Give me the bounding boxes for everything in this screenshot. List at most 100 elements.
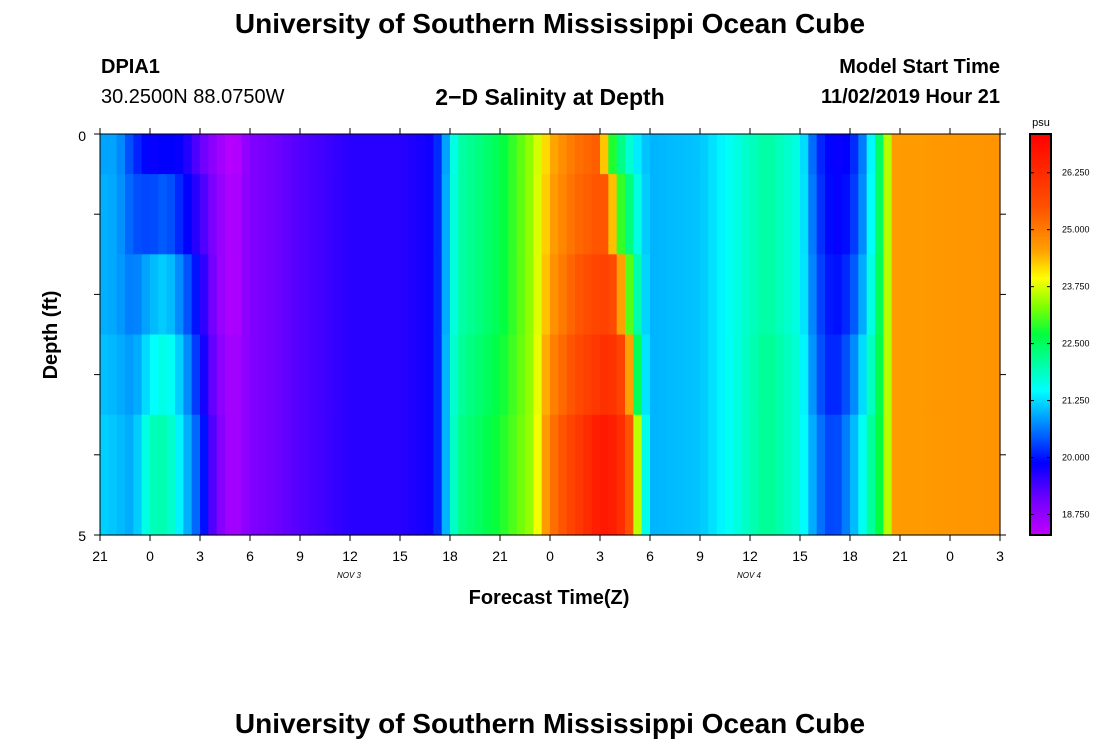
- heatmap-cell: [391, 254, 401, 336]
- heatmap-cell: [100, 254, 109, 336]
- heatmap-cell: [933, 254, 943, 336]
- heatmap-cell: [666, 254, 676, 336]
- heatmap-cell: [141, 414, 151, 536]
- heatmap-cell: [766, 174, 776, 255]
- heatmap-cell: [833, 174, 843, 255]
- heatmap-cell: [200, 174, 209, 255]
- heatmap-cell: [608, 334, 618, 416]
- heatmap-cell: [483, 134, 493, 175]
- heatmap-cell: [225, 334, 234, 416]
- heatmap-cell: [783, 174, 793, 255]
- heatmap-cell: [875, 334, 884, 416]
- heatmap-cell: [691, 174, 701, 255]
- heatmap-cell: [941, 414, 951, 536]
- x-tick-label: 0: [946, 548, 954, 564]
- heatmap-cell: [416, 134, 426, 175]
- heatmap-cell: [425, 254, 434, 336]
- heatmap-cell: [416, 414, 426, 536]
- heatmap-cell: [508, 134, 518, 175]
- heatmap-cell: [166, 134, 176, 175]
- heatmap-cell: [983, 414, 993, 536]
- colorbar-tick-label: 18.750: [1062, 509, 1090, 519]
- heatmap-cell: [716, 414, 726, 536]
- heatmap-cell: [158, 134, 168, 175]
- heatmap-cell: [800, 334, 809, 416]
- heatmap-cell: [150, 254, 159, 336]
- heatmap-cell: [216, 414, 226, 536]
- heatmap-cell: [783, 254, 793, 336]
- heatmap-cell: [516, 254, 526, 336]
- heatmap-cell: [191, 414, 201, 536]
- x-tick-labels: 21 0 3 6 9 12 15 18 21 0 3 6 9 12 15 18 21 0 3: [92, 548, 1004, 564]
- heatmap-cell: [375, 334, 384, 416]
- heatmap-cell: [241, 254, 251, 336]
- heatmap-cell: [983, 134, 993, 175]
- heatmap-cell: [925, 174, 934, 255]
- heatmap-cell: [150, 334, 159, 416]
- heatmap-cell: [425, 334, 434, 416]
- heatmap-cell: [250, 334, 259, 416]
- heatmap-cell: [641, 134, 651, 175]
- heatmap-cell: [725, 254, 734, 336]
- heatmap-cell: [966, 334, 976, 416]
- heatmap-cell: [875, 134, 884, 175]
- y-tick-label: 0: [78, 128, 86, 144]
- heatmap-cell: [425, 414, 434, 536]
- heatmap-cell: [750, 414, 759, 536]
- heatmap-cell: [333, 334, 343, 416]
- heatmap-cell: [558, 134, 568, 175]
- heatmap-cell: [300, 414, 309, 536]
- colorbar-ticks: 26.250 25.000 23.750 22.500 21.250 20.000 18.7…: [1030, 168, 1090, 519]
- heatmap-cell: [791, 134, 801, 175]
- heatmap-cell: [633, 134, 643, 175]
- heatmap-cell: [550, 174, 559, 255]
- heatmap-cell: [608, 174, 618, 255]
- heatmap-cell: [791, 334, 801, 416]
- heatmap-cell: [225, 254, 234, 336]
- heatmap-cell: [758, 254, 768, 336]
- heatmap-cell: [941, 174, 951, 255]
- heatmap-cell: [358, 254, 368, 336]
- x-tick-label: 0: [546, 548, 554, 564]
- heatmap-cell: [533, 414, 543, 536]
- heatmap-cell: [958, 334, 968, 416]
- heatmap-cell: [975, 174, 984, 255]
- heatmap-cell: [183, 134, 193, 175]
- y-tick-label: 5: [78, 528, 86, 544]
- heatmap-cell: [800, 134, 809, 175]
- heatmap-cell: [191, 174, 201, 255]
- heatmap-cell: [475, 174, 484, 255]
- heatmap-cell: [883, 254, 893, 336]
- heatmap-cell: [316, 414, 326, 536]
- heatmap-cell: [383, 334, 393, 416]
- heatmap-cell: [675, 134, 684, 175]
- heatmap-cell: [858, 334, 868, 416]
- heatmap-cell: [866, 174, 876, 255]
- heatmap-cell: [441, 334, 451, 416]
- heatmap-cell: [575, 254, 584, 336]
- heatmap-cell: [183, 414, 193, 536]
- heatmap-cell: [525, 174, 534, 255]
- heatmap-cell: [900, 414, 909, 536]
- heatmap-cell: [125, 414, 134, 536]
- heatmap-cell: [716, 174, 726, 255]
- heatmap-cell: [958, 254, 968, 336]
- heatmap-cell: [266, 254, 276, 336]
- x-tick-label: 15: [792, 548, 808, 564]
- heatmap-cell: [116, 134, 126, 175]
- heatmap-cell: [691, 414, 701, 536]
- heatmap-cell: [500, 254, 509, 336]
- x-tick-label: 6: [246, 548, 254, 564]
- heatmap-cell: [666, 174, 676, 255]
- heatmap-cell: [975, 414, 984, 536]
- heatmap-cell: [950, 414, 959, 536]
- heatmap-cell: [316, 254, 326, 336]
- heatmap-cell: [283, 414, 293, 536]
- heatmap-cell: [416, 334, 426, 416]
- heatmap-cell: [400, 254, 409, 336]
- heatmap-cell: [800, 174, 809, 255]
- heatmap-cell: [541, 134, 551, 175]
- heatmap-cell: [533, 334, 543, 416]
- heatmap-cell: [100, 414, 109, 536]
- heatmap-cell: [741, 414, 751, 536]
